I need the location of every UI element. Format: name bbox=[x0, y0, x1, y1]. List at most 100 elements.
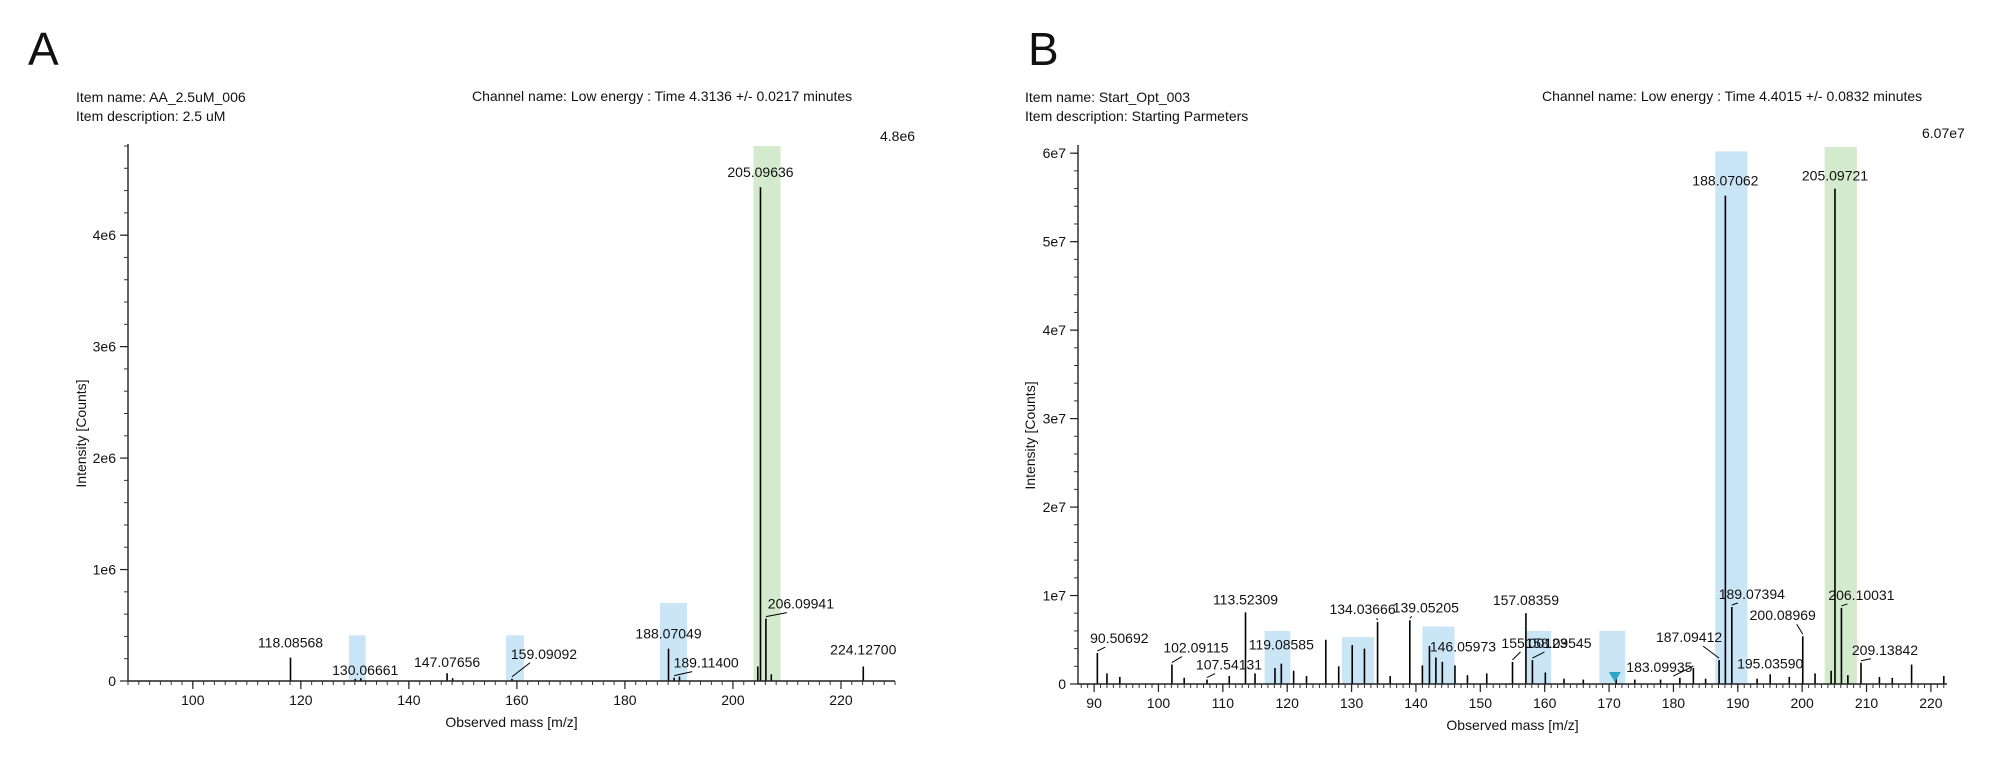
peak-label-leader bbox=[1206, 673, 1216, 679]
peak-label: 189.11400 bbox=[674, 655, 739, 671]
y-tick-label: 4e7 bbox=[1043, 322, 1067, 338]
peak-label-leader bbox=[1097, 646, 1106, 652]
x-tick-label: 110 bbox=[1212, 695, 1235, 711]
peak-label: 188.07062 bbox=[1692, 173, 1758, 189]
peak-label-leader bbox=[1512, 651, 1521, 661]
peak-label-leader bbox=[1376, 617, 1379, 621]
x-tick-label: 220 bbox=[1919, 695, 1943, 711]
x-tick-label: 220 bbox=[829, 692, 853, 708]
y-tick-label: 1e7 bbox=[1043, 588, 1067, 604]
peak-label: 224.12700 bbox=[830, 642, 896, 658]
x-tick-label: 100 bbox=[181, 692, 205, 708]
y-axis-label: Intensity [Counts] bbox=[73, 379, 89, 487]
x-tick-label: 160 bbox=[1533, 695, 1557, 711]
peak-label: 158.09545 bbox=[1525, 635, 1591, 651]
x-tick-label: 100 bbox=[1147, 695, 1171, 711]
peak-label-leader bbox=[511, 662, 531, 678]
peak-label-leader bbox=[674, 671, 693, 677]
peak-label: 187.09412 bbox=[1656, 629, 1722, 645]
peak-label: 205.09721 bbox=[1802, 168, 1868, 184]
max-intensity-label: 6.07e7 bbox=[1922, 125, 1965, 141]
x-tick-label: 130 bbox=[1340, 695, 1364, 711]
peak-label-leader bbox=[1860, 658, 1872, 662]
y-tick-label: 6e7 bbox=[1043, 145, 1067, 161]
panel-letter: B bbox=[1028, 23, 1059, 75]
peak-label: 189.07394 bbox=[1719, 586, 1785, 602]
peak-label: 209.13842 bbox=[1852, 642, 1918, 658]
item-description: Item description: Starting Parmeters bbox=[1025, 108, 1249, 124]
x-tick-label: 90 bbox=[1086, 695, 1102, 711]
x-tick-label: 160 bbox=[505, 692, 529, 708]
highlight-band bbox=[1715, 151, 1748, 684]
channel-name: Channel name: Low energy : Time 4.4015 +… bbox=[1542, 88, 1923, 104]
highlight-band bbox=[1264, 630, 1291, 684]
peak-label: 130.06661 bbox=[332, 662, 398, 678]
x-tick-label: 200 bbox=[1790, 695, 1814, 711]
peak-label: 134.03666 bbox=[1329, 601, 1395, 617]
peak-label: 139.05205 bbox=[1393, 599, 1459, 615]
y-tick-label: 2e6 bbox=[93, 450, 117, 466]
x-axis-label: Observed mass [m/z] bbox=[445, 714, 577, 730]
peak-label-leader bbox=[1731, 602, 1738, 606]
peak-label: 183.09935 bbox=[1626, 659, 1692, 675]
y-tick-label: 0 bbox=[1058, 676, 1066, 692]
peak-label-leader bbox=[1409, 615, 1413, 619]
x-tick-label: 200 bbox=[721, 692, 745, 708]
peak-label: 188.07049 bbox=[635, 626, 701, 642]
y-tick-label: 5e7 bbox=[1043, 234, 1067, 250]
item-name: Item name: AA_2.5uM_006 bbox=[76, 89, 246, 105]
peak-label-leader bbox=[1841, 603, 1848, 607]
highlight-band bbox=[660, 602, 688, 681]
x-tick-label: 150 bbox=[1469, 695, 1493, 711]
x-tick-label: 180 bbox=[1662, 695, 1686, 711]
y-tick-label: 1e6 bbox=[93, 562, 117, 578]
x-tick-label: 140 bbox=[397, 692, 421, 708]
peak-label: 107.54131 bbox=[1196, 657, 1262, 673]
x-tick-label: 210 bbox=[1855, 695, 1879, 711]
highlight-band bbox=[1422, 626, 1455, 684]
peak-label: 146.05973 bbox=[1430, 638, 1496, 654]
peak-label: 147.07656 bbox=[414, 654, 480, 670]
peak-label: 155.00123 bbox=[1501, 635, 1567, 651]
peak-label: 90.50692 bbox=[1090, 630, 1149, 646]
y-tick-label: 4e6 bbox=[93, 227, 117, 243]
highlight-band bbox=[506, 635, 524, 681]
y-axis-label: Intensity [Counts] bbox=[1022, 381, 1038, 489]
y-tick-label: 2e7 bbox=[1043, 499, 1067, 515]
peak-label: 206.10031 bbox=[1828, 587, 1894, 603]
peak-label: 159.09092 bbox=[511, 646, 577, 662]
y-tick-label: 3e6 bbox=[93, 339, 117, 355]
peak-label: 113.52309 bbox=[1213, 591, 1278, 607]
peak-label: 205.09636 bbox=[727, 164, 793, 180]
item-name: Item name: Start_Opt_003 bbox=[1025, 89, 1190, 105]
peak-label-leader bbox=[1171, 656, 1183, 663]
highlight-band bbox=[1824, 147, 1857, 684]
spectrum-chart-a: 205.09636 206.09941 118.08568 130.06661 147.… bbox=[73, 144, 897, 730]
peak-label-leader bbox=[1532, 651, 1545, 659]
x-axis-label: Observed mass [m/z] bbox=[1446, 717, 1578, 733]
spectrum-chart-b: 188.07062 205.09721 90.50692 102.09115107.5… bbox=[1022, 145, 1947, 733]
peak-label-leader bbox=[1673, 665, 1694, 677]
highlight-band bbox=[348, 635, 366, 681]
panel-a: A Item name: AA_2.5uM_006 Item descripti… bbox=[28, 23, 915, 730]
panel-b: B Item name: Start_Opt_003 Item descript… bbox=[1000, 0, 2000, 760]
channel-name: Channel name: Low energy : Time 4.3136 +… bbox=[472, 88, 853, 104]
peak-label-leader bbox=[765, 612, 787, 618]
peak-label: 195.03590 bbox=[1737, 655, 1803, 671]
peak-label: 119.08585 bbox=[1249, 637, 1314, 653]
highlight-band bbox=[753, 146, 781, 681]
marker-triangle bbox=[1608, 672, 1621, 682]
peak-label-leader bbox=[1702, 645, 1720, 659]
item-description: Item description: 2.5 uM bbox=[76, 108, 226, 124]
peak-label-leader bbox=[1796, 623, 1804, 635]
x-tick-label: 140 bbox=[1404, 695, 1428, 711]
peak-label: 157.08359 bbox=[1493, 592, 1559, 608]
panel-letter: A bbox=[28, 23, 59, 75]
x-tick-label: 180 bbox=[613, 692, 637, 708]
y-tick-label: 0 bbox=[108, 673, 116, 689]
x-tick-label: 170 bbox=[1597, 695, 1621, 711]
highlight-band bbox=[1341, 637, 1375, 684]
highlight-band bbox=[1525, 630, 1552, 684]
peak-label: 206.09941 bbox=[768, 596, 834, 612]
x-tick-label: 190 bbox=[1726, 695, 1750, 711]
